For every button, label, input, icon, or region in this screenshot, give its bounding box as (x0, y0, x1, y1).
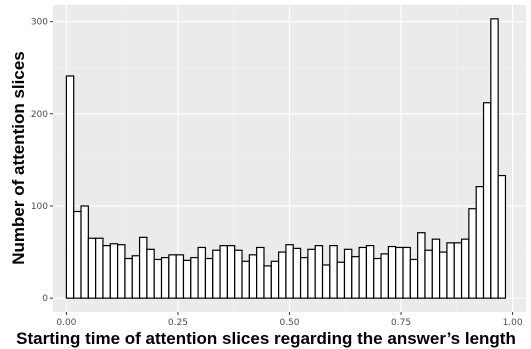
histogram-bar (299, 257, 309, 299)
histogram-bar (497, 174, 507, 299)
histogram-bar (270, 260, 280, 299)
histogram-bar (138, 236, 148, 299)
histogram-bar (380, 253, 389, 299)
histogram-bar (424, 249, 433, 299)
histogram-bar (321, 264, 331, 299)
x-tick-label: 0.75 (391, 318, 411, 328)
histogram-bar (212, 249, 221, 299)
histogram-bar (73, 210, 82, 299)
histogram-bar (373, 257, 382, 299)
histogram-bar (453, 242, 463, 299)
histogram-bar (168, 254, 177, 299)
histogram-bar (160, 257, 170, 299)
histogram-bar (307, 248, 316, 299)
x-tick-label: 1.00 (503, 318, 523, 328)
histogram-bar (219, 245, 228, 299)
y-tick-label: 0 (42, 294, 48, 304)
y-axis-title: Number of attention slices (9, 51, 28, 264)
x-tick-label: 0.00 (56, 318, 76, 328)
histogram-bar (358, 246, 368, 299)
y-axis-ticks: 0 100 200 300 (31, 18, 53, 304)
histogram-bar (124, 257, 133, 299)
histogram-bar (343, 248, 353, 299)
histogram-bars (65, 18, 507, 299)
histogram-bar (329, 245, 338, 299)
histogram-bar (256, 246, 265, 299)
histogram-bar (402, 246, 411, 299)
histogram-bar (190, 257, 199, 299)
histogram-bar (468, 208, 477, 299)
histogram-bar (395, 246, 404, 299)
histogram-bar (80, 205, 89, 299)
histogram-bar (117, 244, 126, 299)
histogram-bar (248, 254, 258, 299)
histogram-bar (102, 245, 111, 299)
y-tick-label: 300 (31, 18, 48, 28)
histogram-bar (482, 102, 492, 299)
histogram-bar (241, 260, 250, 299)
x-axis-ticks: 0.00 0.25 0.50 0.75 1.00 (56, 312, 523, 328)
histogram-bar (285, 244, 294, 299)
histogram-bar (351, 256, 360, 299)
histogram-bar (365, 245, 375, 299)
histogram-bar (336, 261, 346, 299)
histogram-bar (87, 237, 97, 299)
histogram-bar (95, 237, 104, 299)
histogram-bar (65, 75, 75, 299)
histogram-bar (314, 245, 324, 299)
histogram-bar (490, 18, 499, 299)
histogram-bar (109, 243, 119, 299)
x-tick-label: 0.50 (279, 318, 299, 328)
histogram-bar (387, 245, 397, 299)
histogram-bar (278, 251, 287, 299)
y-tick-label: 100 (31, 202, 48, 212)
histogram-bar (182, 259, 192, 299)
histogram-bar (439, 251, 448, 299)
histogram-bar (292, 247, 302, 299)
histogram-bar (475, 186, 485, 299)
histogram-bar (153, 258, 163, 299)
x-tick-label: 0.25 (168, 318, 188, 328)
histogram-bar (131, 255, 141, 299)
histogram-bar (204, 257, 214, 299)
histogram-bar (146, 248, 155, 299)
histogram-bar (197, 246, 207, 299)
histogram-bar (263, 265, 272, 299)
histogram-bar (175, 254, 185, 299)
histogram-bar (234, 249, 243, 299)
histogram-bar (226, 245, 236, 299)
histogram-bar (446, 242, 455, 299)
histogram-bar (460, 238, 470, 299)
histogram-bar (417, 232, 426, 299)
histogram-bar (431, 238, 441, 299)
histogram-bar (409, 258, 419, 299)
x-axis-title: Starting time of attention slices regard… (16, 329, 516, 348)
y-tick-label: 200 (31, 110, 48, 120)
